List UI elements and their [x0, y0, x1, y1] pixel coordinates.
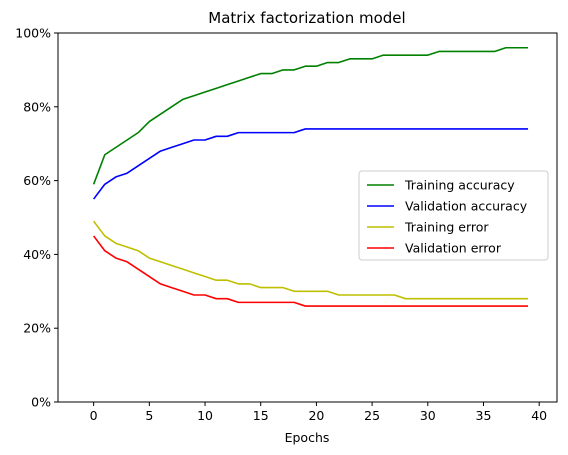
x-tick-label: 0	[90, 408, 98, 423]
legend-label-2: Training error	[404, 220, 489, 235]
x-tick-label: 15	[253, 408, 269, 423]
legend-box	[358, 170, 549, 261]
x-tick-label: 10	[197, 408, 213, 423]
legend-label-0: Training accuracy	[404, 178, 515, 193]
x-tick-label: 25	[364, 408, 380, 423]
y-tick-label: 100%	[15, 26, 51, 41]
y-tick-label: 0%	[31, 395, 51, 410]
y-axis: 0% 20% 40% 60% 80% 100%	[15, 26, 58, 410]
x-tick-label: 30	[420, 408, 436, 423]
x-tick-label: 40	[531, 408, 547, 423]
x-axis-label: Epochs	[285, 430, 330, 445]
chart-title: Matrix factorization model	[208, 9, 405, 27]
x-tick-label: 5	[145, 408, 153, 423]
x-tick-label: 35	[476, 408, 492, 423]
y-tick-label: 80%	[23, 99, 51, 114]
legend-label-1: Validation accuracy	[405, 199, 528, 214]
y-tick-label: 60%	[23, 173, 51, 188]
y-tick-label: 20%	[23, 321, 51, 336]
series-line-2	[93, 220, 529, 300]
legend: Training accuracy Validation accuracy Trai…	[358, 170, 549, 261]
y-tick-label: 40%	[23, 247, 51, 262]
plot-frame	[57, 32, 558, 403]
plot-series	[92, 46, 529, 307]
series-line-1	[93, 128, 529, 200]
x-axis: 0 5 10 15 20 25 30 35 40	[90, 402, 547, 423]
series-line-0	[92, 46, 529, 185]
x-tick-label: 20	[308, 408, 324, 423]
legend-label-3: Validation error	[405, 241, 502, 256]
series-line-3	[93, 235, 529, 307]
